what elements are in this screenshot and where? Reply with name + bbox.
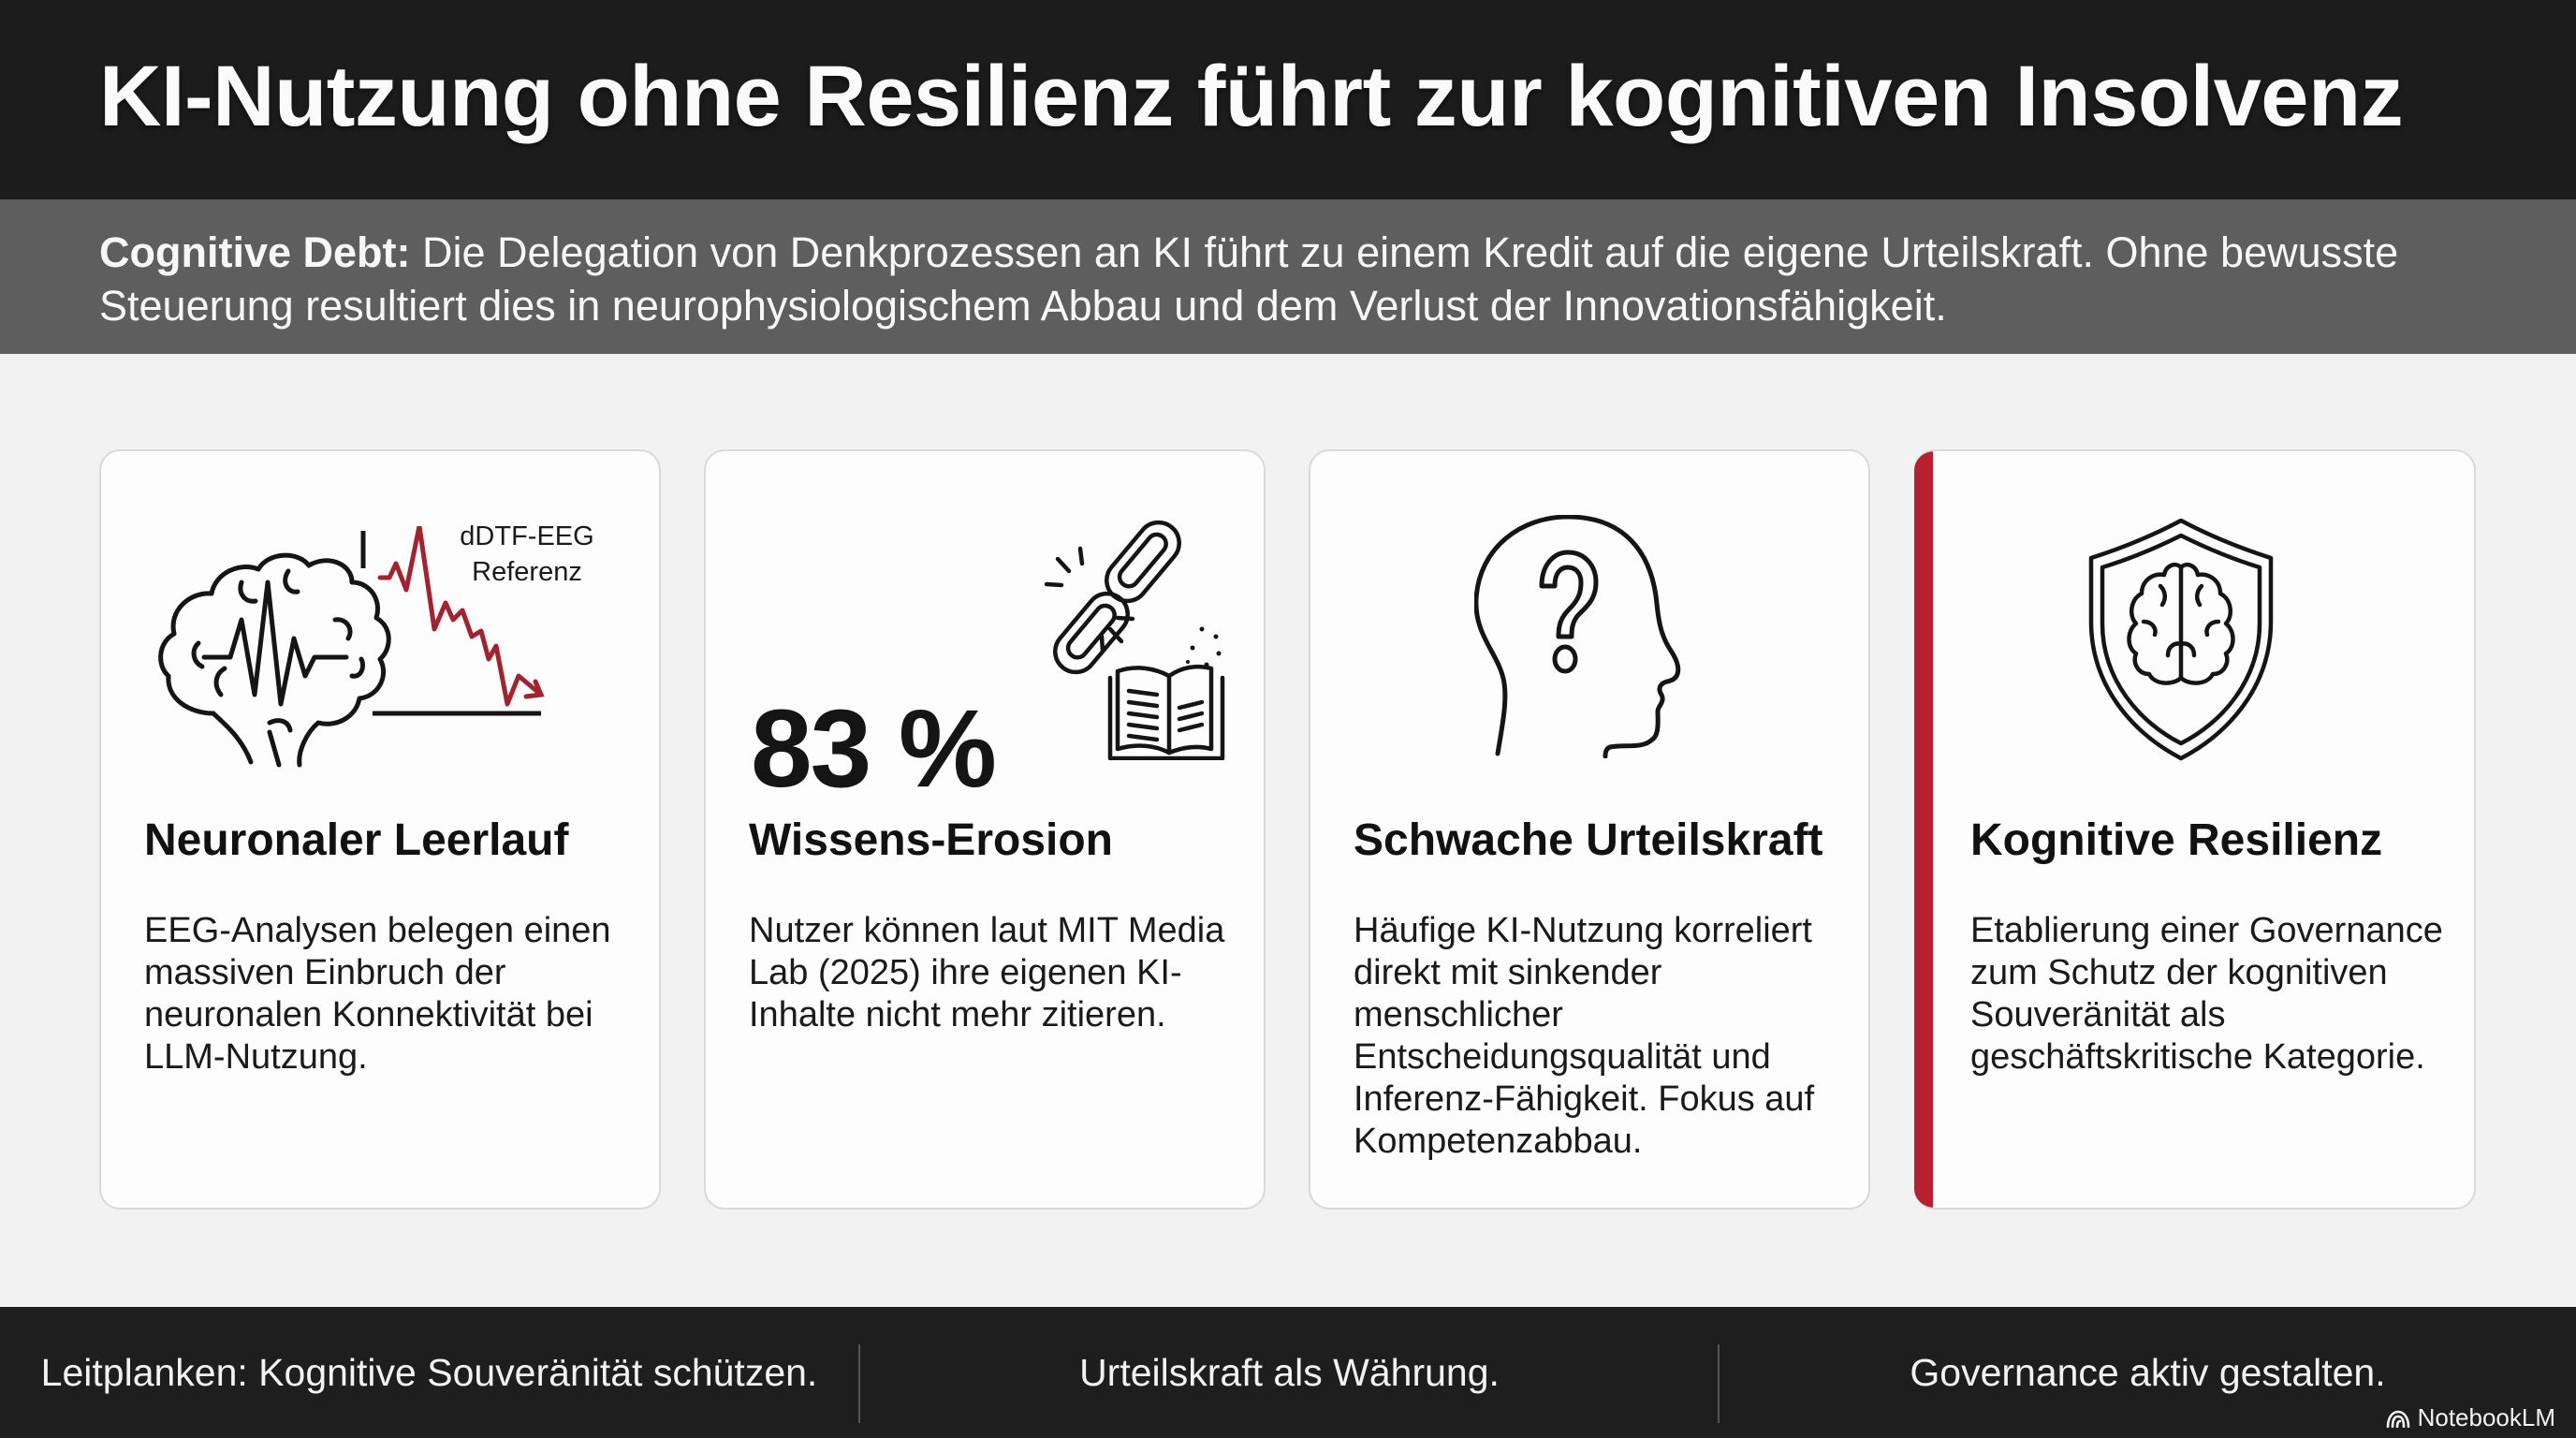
- card-wissens-erosion: 83 % Wissen: [704, 449, 1266, 1210]
- shield-brain-icon: [2088, 519, 2274, 761]
- subheader-lead: Cognitive Debt:: [99, 228, 411, 276]
- footer-item-urteilskraft: Urteilskraft als Währung.: [1079, 1350, 1500, 1394]
- header-band: KI-Nutzung ohne Resilienz führt zur kogn…: [0, 0, 2576, 199]
- page-title: KI-Nutzung ohne Resilienz führt zur kogn…: [99, 49, 2404, 144]
- footer-divider: [1718, 1344, 1720, 1423]
- footer-band: Leitplanken: Kognitive Souveränität schü…: [0, 1307, 2576, 1438]
- brand-label: NotebookLM: [2417, 1403, 2555, 1431]
- card-neuronaler-leerlauf: dDTF-EEG Referenz Neuronaler Leerlauf EE…: [99, 449, 661, 1210]
- subheader-band: Cognitive Debt: Die Delegation von Denkp…: [0, 199, 2576, 354]
- footer-item-governance: Governance aktiv gestalten.: [1910, 1350, 2386, 1394]
- eeg-chart-label: dDTF-EEG Referenz: [460, 521, 594, 587]
- subheader-body: Die Delegation von Denkprozessen an KI f…: [99, 228, 2399, 330]
- notebooklm-logo-icon: [2386, 1410, 2409, 1428]
- subheader-text: Cognitive Debt: Die Delegation von Denkp…: [99, 226, 2514, 332]
- card-title: Schwache Urteilskraft: [1354, 815, 1823, 865]
- card-body: Nutzer können laut MIT Media Lab (2025) …: [749, 911, 1225, 1034]
- head-question-icon: [1474, 515, 1681, 758]
- card-body: Etablierung einer Governance zum Schutz …: [1970, 911, 2443, 1077]
- broken-chain-book-icon: [1044, 520, 1225, 760]
- card-title: Wissens-Erosion: [749, 815, 1113, 865]
- card-body: EEG-Analysen belegen einen massiven Einb…: [144, 911, 611, 1077]
- card-body: Häufige KI-Nutzung korreliert direkt mit…: [1354, 911, 1815, 1161]
- card-schwache-urteilskraft: Schwache Urteilskraft Häufige KI-Nutzung…: [1309, 449, 1870, 1210]
- stat-value: 83 %: [751, 687, 997, 811]
- card-kognitive-resilienz: Kognitive Resilienz Etablierung einer Go…: [1914, 449, 2476, 1210]
- footer-divider: [858, 1344, 860, 1423]
- footer-item-leitplanken: Leitplanken: Kognitive Souveränität schü…: [40, 1350, 818, 1394]
- card-title: Neuronaler Leerlauf: [144, 815, 569, 865]
- brand-badge: NotebookLM: [2386, 1403, 2555, 1432]
- card-title: Kognitive Resilienz: [1970, 815, 2383, 865]
- brain-eeg-decline-icon: [158, 526, 545, 768]
